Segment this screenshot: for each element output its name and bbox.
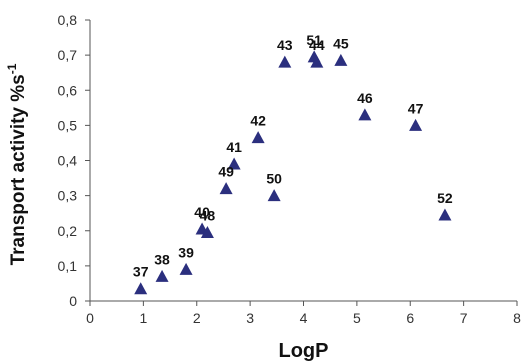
y-tick-label: 0,6 bbox=[58, 82, 78, 98]
x-tick-label: 4 bbox=[300, 310, 308, 326]
data-point-marker bbox=[358, 108, 372, 121]
data-point-label: 49 bbox=[218, 164, 234, 180]
data-point-label: 45 bbox=[333, 35, 349, 51]
x-axis-ticks: 0 1 2 3 4 5 6 7 8 bbox=[86, 301, 521, 326]
data-point-label: 50 bbox=[266, 171, 282, 187]
data-point-label: 52 bbox=[437, 190, 453, 206]
data-point-marker bbox=[267, 189, 281, 202]
x-tick-label: 2 bbox=[193, 310, 201, 326]
x-tick-label: 8 bbox=[513, 310, 521, 326]
data-point-marker bbox=[251, 131, 265, 144]
data-point-marker bbox=[310, 55, 324, 68]
data-point-marker bbox=[227, 157, 241, 170]
y-tick-label: 0,1 bbox=[58, 258, 78, 274]
y-tick-label: 0,4 bbox=[58, 153, 78, 169]
y-axis-title-superscript: -1 bbox=[5, 63, 19, 74]
data-point-marker bbox=[155, 269, 169, 282]
data-point-label: 44 bbox=[309, 37, 325, 53]
data-point-label: 39 bbox=[178, 244, 194, 260]
data-markers bbox=[134, 50, 452, 295]
data-point-label: 41 bbox=[226, 139, 242, 155]
data-point-marker bbox=[179, 262, 193, 275]
data-point-label: 46 bbox=[357, 90, 373, 106]
data-point-label: 43 bbox=[277, 37, 293, 53]
x-tick-label: 3 bbox=[246, 310, 254, 326]
data-point-marker bbox=[219, 182, 233, 195]
y-axis-ticks: 0 0,1 0,2 0,3 0,4 0,5 0,6 0,7 0,8 bbox=[58, 12, 90, 309]
x-tick-label: 1 bbox=[139, 310, 147, 326]
x-tick-label: 7 bbox=[460, 310, 468, 326]
data-point-label: 38 bbox=[154, 251, 170, 267]
y-tick-label: 0,8 bbox=[58, 12, 78, 28]
y-tick-label: 0,5 bbox=[58, 117, 78, 133]
data-point-marker bbox=[334, 53, 348, 66]
x-tick-label: 5 bbox=[353, 310, 361, 326]
x-tick-label: 0 bbox=[86, 310, 94, 326]
data-point-marker bbox=[278, 55, 292, 68]
data-point-marker bbox=[438, 208, 452, 221]
data-point-marker bbox=[200, 226, 214, 239]
y-tick-label: 0,3 bbox=[58, 188, 78, 204]
data-point-label: 42 bbox=[250, 113, 266, 129]
data-point-marker bbox=[134, 282, 148, 295]
data-point-label: 47 bbox=[408, 100, 424, 116]
data-point-label: 51 bbox=[306, 32, 322, 48]
data-point-label: 48 bbox=[200, 208, 216, 224]
y-axis-title: Transport activity %s-1 bbox=[5, 63, 29, 265]
data-point-label: 37 bbox=[133, 264, 149, 280]
y-tick-label: 0,7 bbox=[58, 47, 78, 63]
data-point-label: 40 bbox=[194, 204, 210, 220]
data-point-marker bbox=[409, 118, 423, 131]
y-tick-label: 0,2 bbox=[58, 223, 78, 239]
x-tick-label: 6 bbox=[406, 310, 414, 326]
y-axis-title-main: Transport activity %s bbox=[8, 74, 29, 265]
y-tick-label: 0 bbox=[69, 293, 77, 309]
x-axis-title: LogP bbox=[279, 340, 329, 362]
